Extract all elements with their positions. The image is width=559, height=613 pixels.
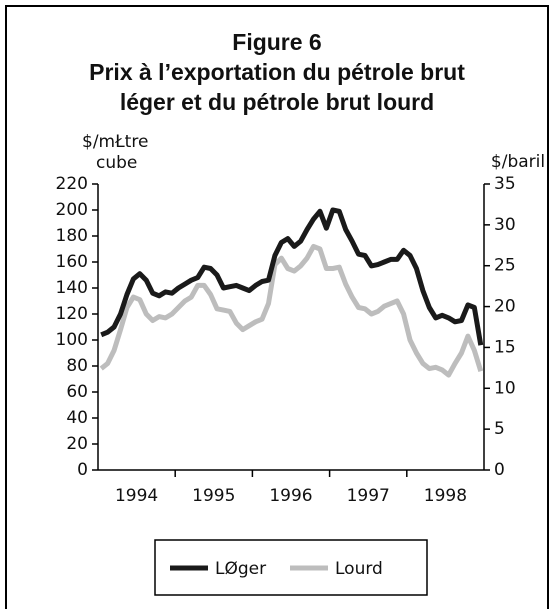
legend-label: LØger	[215, 559, 266, 579]
y-tick-label: 40	[66, 408, 88, 428]
y2-tick-label: 20	[494, 297, 516, 317]
x-tick-label: 1998	[424, 486, 467, 506]
chart-title: Figure 6	[232, 29, 321, 55]
y-tick-label: 80	[66, 356, 88, 376]
y2-axis-label: $/baril	[491, 152, 545, 172]
legend-label: Lourd	[335, 559, 383, 579]
y2-tick-label: 15	[494, 337, 516, 357]
y2-tick-label: 0	[494, 460, 505, 480]
y2-tick-label: 25	[494, 256, 516, 276]
x-tick-label: 1997	[347, 486, 390, 506]
chart-subtitle: Prix à l’exportation du pétrole brut	[89, 59, 465, 85]
y-tick-label: 180	[56, 226, 88, 246]
y2-tick-label: 30	[494, 215, 516, 235]
series-line	[99, 243, 484, 378]
chart-subtitle: léger et du pétrole brut lourd	[120, 89, 434, 115]
y-tick-label: 140	[56, 278, 88, 298]
y2-tick-label: 10	[494, 378, 516, 398]
y-tick-label: 20	[66, 434, 88, 454]
y2-tick-label: 35	[494, 174, 516, 194]
y-tick-label: 120	[56, 304, 88, 324]
y-tick-label: 100	[56, 330, 88, 350]
x-tick-label: 1996	[269, 486, 312, 506]
series-line	[100, 207, 484, 346]
y2-tick-label: 5	[494, 419, 505, 439]
x-tick-label: 1994	[115, 486, 158, 506]
y-tick-label: 200	[56, 200, 88, 220]
x-tick-label: 1995	[192, 486, 235, 506]
legend-box	[154, 539, 428, 596]
y-tick-label: 220	[56, 174, 88, 194]
y-tick-label: 0	[77, 460, 88, 480]
frame	[5, 5, 549, 613]
y-tick-label: 160	[56, 252, 88, 272]
y-axis-label: cube	[96, 153, 137, 173]
y-axis-label: $/mŁtre	[82, 132, 148, 152]
y-tick-label: 60	[66, 382, 88, 402]
